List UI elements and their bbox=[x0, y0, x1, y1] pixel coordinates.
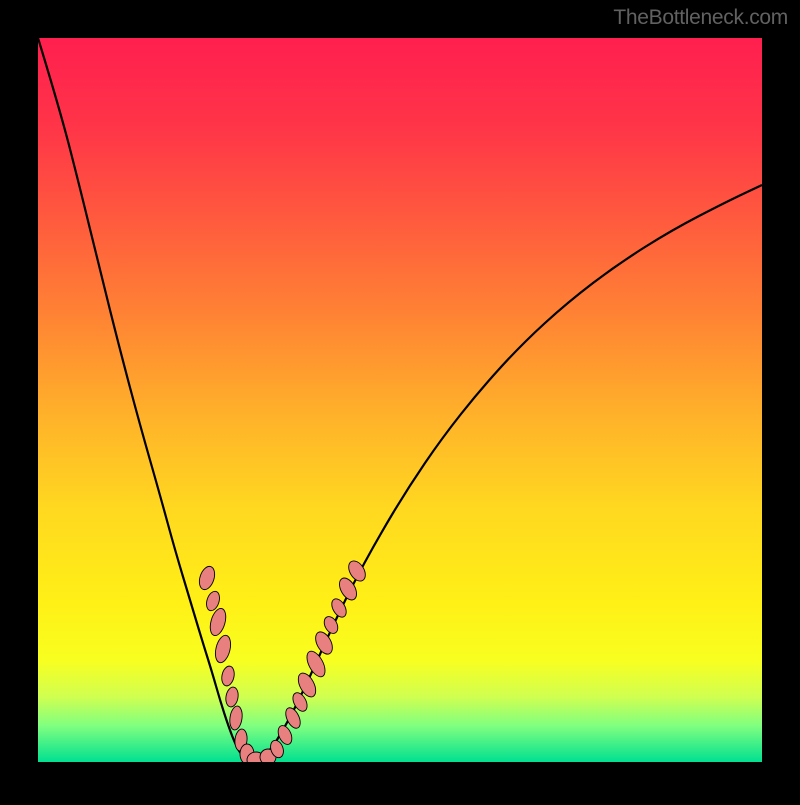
plot-background bbox=[38, 38, 762, 762]
watermark-text: TheBottleneck.com bbox=[613, 6, 788, 30]
chart-svg bbox=[0, 0, 800, 800]
bottleneck-chart bbox=[0, 0, 800, 800]
